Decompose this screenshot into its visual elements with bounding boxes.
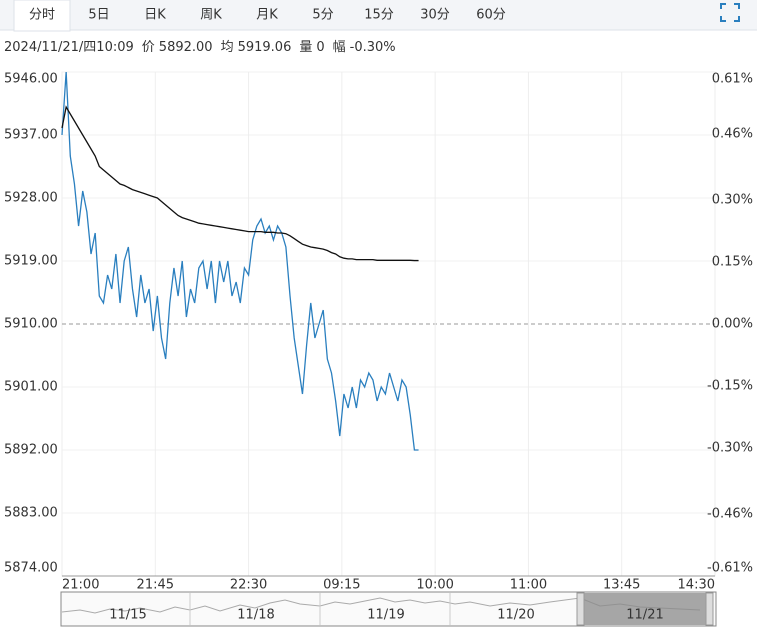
info-label: 幅 <box>333 40 346 55</box>
tab[interactable]: 30分 <box>420 8 450 23</box>
x-tick-label: 22:30 <box>230 578 267 593</box>
navigator-date: 11/18 <box>237 608 274 623</box>
info-value: 5892.00 <box>159 40 213 55</box>
tab-bar <box>0 0 757 30</box>
info-value: 0 <box>316 40 324 55</box>
series-line <box>61 105 419 262</box>
active-tab <box>13 0 71 32</box>
y-tick-label: 5928.00 <box>4 191 58 206</box>
y2-tick-label: -0.30% <box>707 440 753 455</box>
navigator-handle[interactable] <box>576 592 585 626</box>
x-tick-label: 09:15 <box>323 578 360 593</box>
navigator[interactable] <box>60 591 717 627</box>
y-tick-label: 5937.00 <box>4 128 58 143</box>
y-tick-label: 5946.00 <box>4 72 58 87</box>
info-datetime: 2024/11/21/四10:09 <box>4 40 134 55</box>
navigator-handle[interactable] <box>705 592 714 626</box>
tab[interactable]: 日K <box>144 8 166 23</box>
y2-tick-label: 0.61% <box>712 72 753 87</box>
info-line: 2024/11/21/四10:09 价 5892.00 均 5919.06 量 0 幅 -0.3… <box>4 40 396 55</box>
x-tick-label: 21:45 <box>137 578 174 593</box>
series-line <box>61 71 419 451</box>
navigator-date: 11/20 <box>497 608 534 623</box>
x-tick-label: 10:00 <box>416 578 453 593</box>
y2-tick-label: -0.61% <box>707 561 753 576</box>
navigator-date: 11/15 <box>109 608 146 623</box>
info-label: 均 <box>221 40 234 55</box>
tab[interactable]: 60分 <box>476 8 506 23</box>
x-tick-label: 13:45 <box>603 578 640 593</box>
tab[interactable]: 15分 <box>364 8 394 23</box>
x-tick-label: 14:30 <box>678 578 715 593</box>
tab[interactable]: 分时 <box>29 8 55 23</box>
y2-tick-label: 0.46% <box>712 126 753 141</box>
y-tick-label: 5910.00 <box>4 317 58 332</box>
navigator-selection[interactable] <box>580 593 708 625</box>
y-tick-label: 5919.00 <box>4 254 58 269</box>
y-tick-label: 5892.00 <box>4 443 58 458</box>
info-value: 5919.06 <box>238 40 292 55</box>
y2-tick-label: -0.46% <box>707 507 753 522</box>
y2-tick-label: -0.15% <box>707 378 753 393</box>
navigator-date: 11/19 <box>367 608 404 623</box>
info-value: -0.30% <box>350 40 396 55</box>
navigator-sparkline <box>61 597 701 614</box>
y-tick-label: 5874.00 <box>4 561 58 576</box>
x-tick-label: 21:00 <box>62 578 99 593</box>
y2-tick-label: 0.15% <box>712 255 753 270</box>
tab[interactable]: 月K <box>256 8 278 23</box>
tab[interactable]: 周K <box>200 8 222 23</box>
expand-icon[interactable] <box>720 3 740 22</box>
y2-tick-label: 0.30% <box>712 193 753 208</box>
y-tick-label: 5901.00 <box>4 380 58 395</box>
tab[interactable]: 5日 <box>88 8 109 23</box>
x-tick-label: 11:00 <box>510 578 547 593</box>
tab[interactable]: 5分 <box>312 8 333 23</box>
y-tick-label: 5883.00 <box>4 506 58 521</box>
info-label: 量 <box>299 40 312 55</box>
y2-tick-label: 0.00% <box>712 317 753 332</box>
info-label: 价 <box>142 40 155 55</box>
navigator-date: 11/21 <box>626 608 663 623</box>
